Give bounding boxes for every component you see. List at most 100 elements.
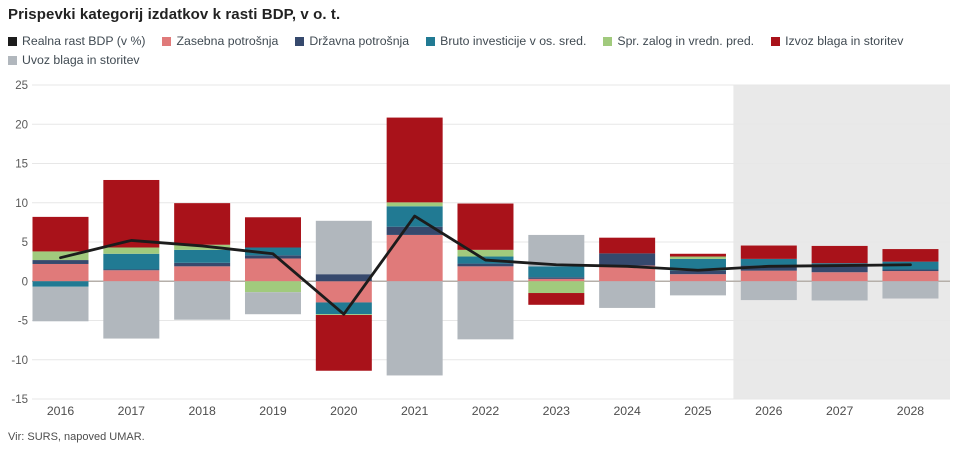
legend-label: Bruto investicije v os. sred. [440,34,587,48]
legend-swatch-icon [162,36,172,46]
legend-item-4: Spr. zalog in vredn. pred. [603,34,754,48]
bar-segment-2017-s3 [103,247,160,254]
x-axis-tick-label: 2028 [897,404,925,418]
legend-label: Državna potrošnja [309,34,410,48]
bar-segment-2024-s5 [599,281,656,308]
bar-segment-2018-s0 [174,266,231,282]
legend-item-0: Realna rast BDP (v %) [8,34,145,48]
bar-segment-2025-s3 [669,256,726,259]
bar-segment-2018-s4 [174,203,231,245]
bar-segment-2028-s0 [882,271,939,282]
x-axis-tick-label: 2017 [118,404,146,418]
bar-segment-2018-s1 [174,262,231,267]
legend-swatch-icon [295,36,305,46]
bar-segment-2025-s0 [669,274,726,282]
bar-segment-2017-s4 [103,179,160,248]
bar-segment-2018-s2 [174,249,231,263]
y-axis-tick-label: -10 [11,355,28,367]
bar-segment-2023-s4 [528,293,585,305]
x-axis-tick-label: 2020 [330,404,358,418]
legend-label: Uvoz blaga in storitev [22,53,140,67]
page-title: Prispevki kategorij izdatkov k rasti BDP… [8,6,341,23]
bar-segment-2019-s5 [244,292,301,315]
bar-segment-2019-s3 [244,281,301,293]
bar-segment-2023-s0 [528,278,585,282]
bar-segment-2025-s4 [669,253,726,257]
bar-segment-2028-s5 [882,281,939,299]
bar-segment-2027-s4 [811,245,868,264]
legend-label: Zasebna potrošnja [176,34,279,48]
bar-segment-2024-s0 [599,265,656,282]
legend-swatch-icon [426,36,436,46]
chart-svg: 25 20 15 10 5 0 -5 -10 -15 2016 2017 2018 2019 2020 20… [11,80,950,418]
x-axis-tick-label: 2016 [47,404,75,418]
legend-item-2: Državna potrošnja [295,34,409,48]
bar-segment-2022-s3 [457,249,514,257]
legend-label: Izvoz blaga in storitev [785,34,904,48]
y-axis-tick-label: 10 [15,198,28,210]
legend-swatch-icon [603,36,613,46]
bar-segment-2026-s1 [740,265,797,271]
y-axis-tick-label: 5 [22,237,28,249]
bar-segment-2021-s5 [386,281,443,376]
bar-segment-2022-s4 [457,203,514,250]
bar-segment-2016-s3 [32,251,89,261]
bar-segment-2028-s4 [882,249,939,262]
bar-segment-2020-s2 [315,302,372,315]
x-axis-tick-label: 2027 [826,404,854,418]
bar-segment-2025-s5 [669,281,726,296]
y-axis-tick-label: 0 [22,276,28,288]
x-axis-tick-label: 2024 [613,404,641,418]
bar-segment-2028-s1 [882,269,939,272]
x-axis-tick-label: 2022 [472,404,500,418]
x-axis-tick-label: 2021 [401,404,429,418]
x-axis-tick-label: 2019 [259,404,287,418]
bar-segment-2025-s1 [669,270,726,275]
y-axis-tick-label: 20 [15,119,28,131]
bar-segment-2025-s2 [669,258,726,271]
bar-segment-2024-s1 [599,253,656,266]
legend-swatch-icon [8,55,17,65]
bar-segment-2017-s1 [103,269,160,271]
bar-segment-2023-s1 [528,277,585,279]
bar-segment-2016-s2 [32,281,89,287]
y-axis-tick-label: -15 [11,394,28,406]
legend-item-1: Zasebna potrošnja [162,34,278,48]
chart: 25 20 15 10 5 0 -5 -10 -15 2016 2017 2018 2019 2020 20… [0,78,953,423]
x-axis-tick-label: 2026 [755,404,783,418]
legend: Realna rast BDP (v %) Zasebna potrošnja Dr… [8,34,946,67]
bar-segment-2017-s2 [103,253,160,270]
y-axis-tick-label: -5 [18,316,28,328]
bar-segment-2027-s0 [811,272,868,282]
legend-item-5: Izvoz blaga in storitev [771,34,903,48]
bar-segment-2022-s5 [457,281,514,340]
bar-segment-2021-s3 [386,202,443,207]
bar-segment-2027-s1 [811,265,868,273]
bar-segment-2019-s4 [244,217,301,248]
bar-segment-2023-s3 [528,281,585,294]
legend-item-3: Bruto investicije v os. sred. [426,34,586,48]
gdp-growth-line [59,214,912,316]
bar-segment-2016-s4 [32,216,89,252]
bar-segment-2022-s0 [457,266,514,282]
bar-segment-2020-s4 [315,315,372,371]
legend-item-6: Uvoz blaga in storitev [8,53,140,67]
x-axis-tick-label: 2023 [543,404,571,418]
bar-segment-2021-s4 [386,117,443,203]
bar-segment-2022-s1 [457,263,514,267]
bar-segment-2020-s1 [315,274,372,282]
bar-segment-2019-s1 [244,255,301,259]
bar-segment-2023-s2 [528,266,585,278]
bar-segment-2019-s2 [244,247,301,256]
bar-segment-2021-s1 [386,226,443,235]
bar-segment-2026-s5 [740,281,797,301]
y-axis-tick-label: 25 [15,80,28,92]
legend-swatch-icon [771,36,781,46]
bar-segment-2016-s5 [32,286,89,322]
legend-swatch-icon [8,36,17,46]
bar-segment-2026-s2 [740,258,797,266]
x-axis-tick-label: 2018 [188,404,216,418]
bar-segment-2023-s5 [528,234,585,267]
y-axis-tick-label: 15 [15,159,28,171]
